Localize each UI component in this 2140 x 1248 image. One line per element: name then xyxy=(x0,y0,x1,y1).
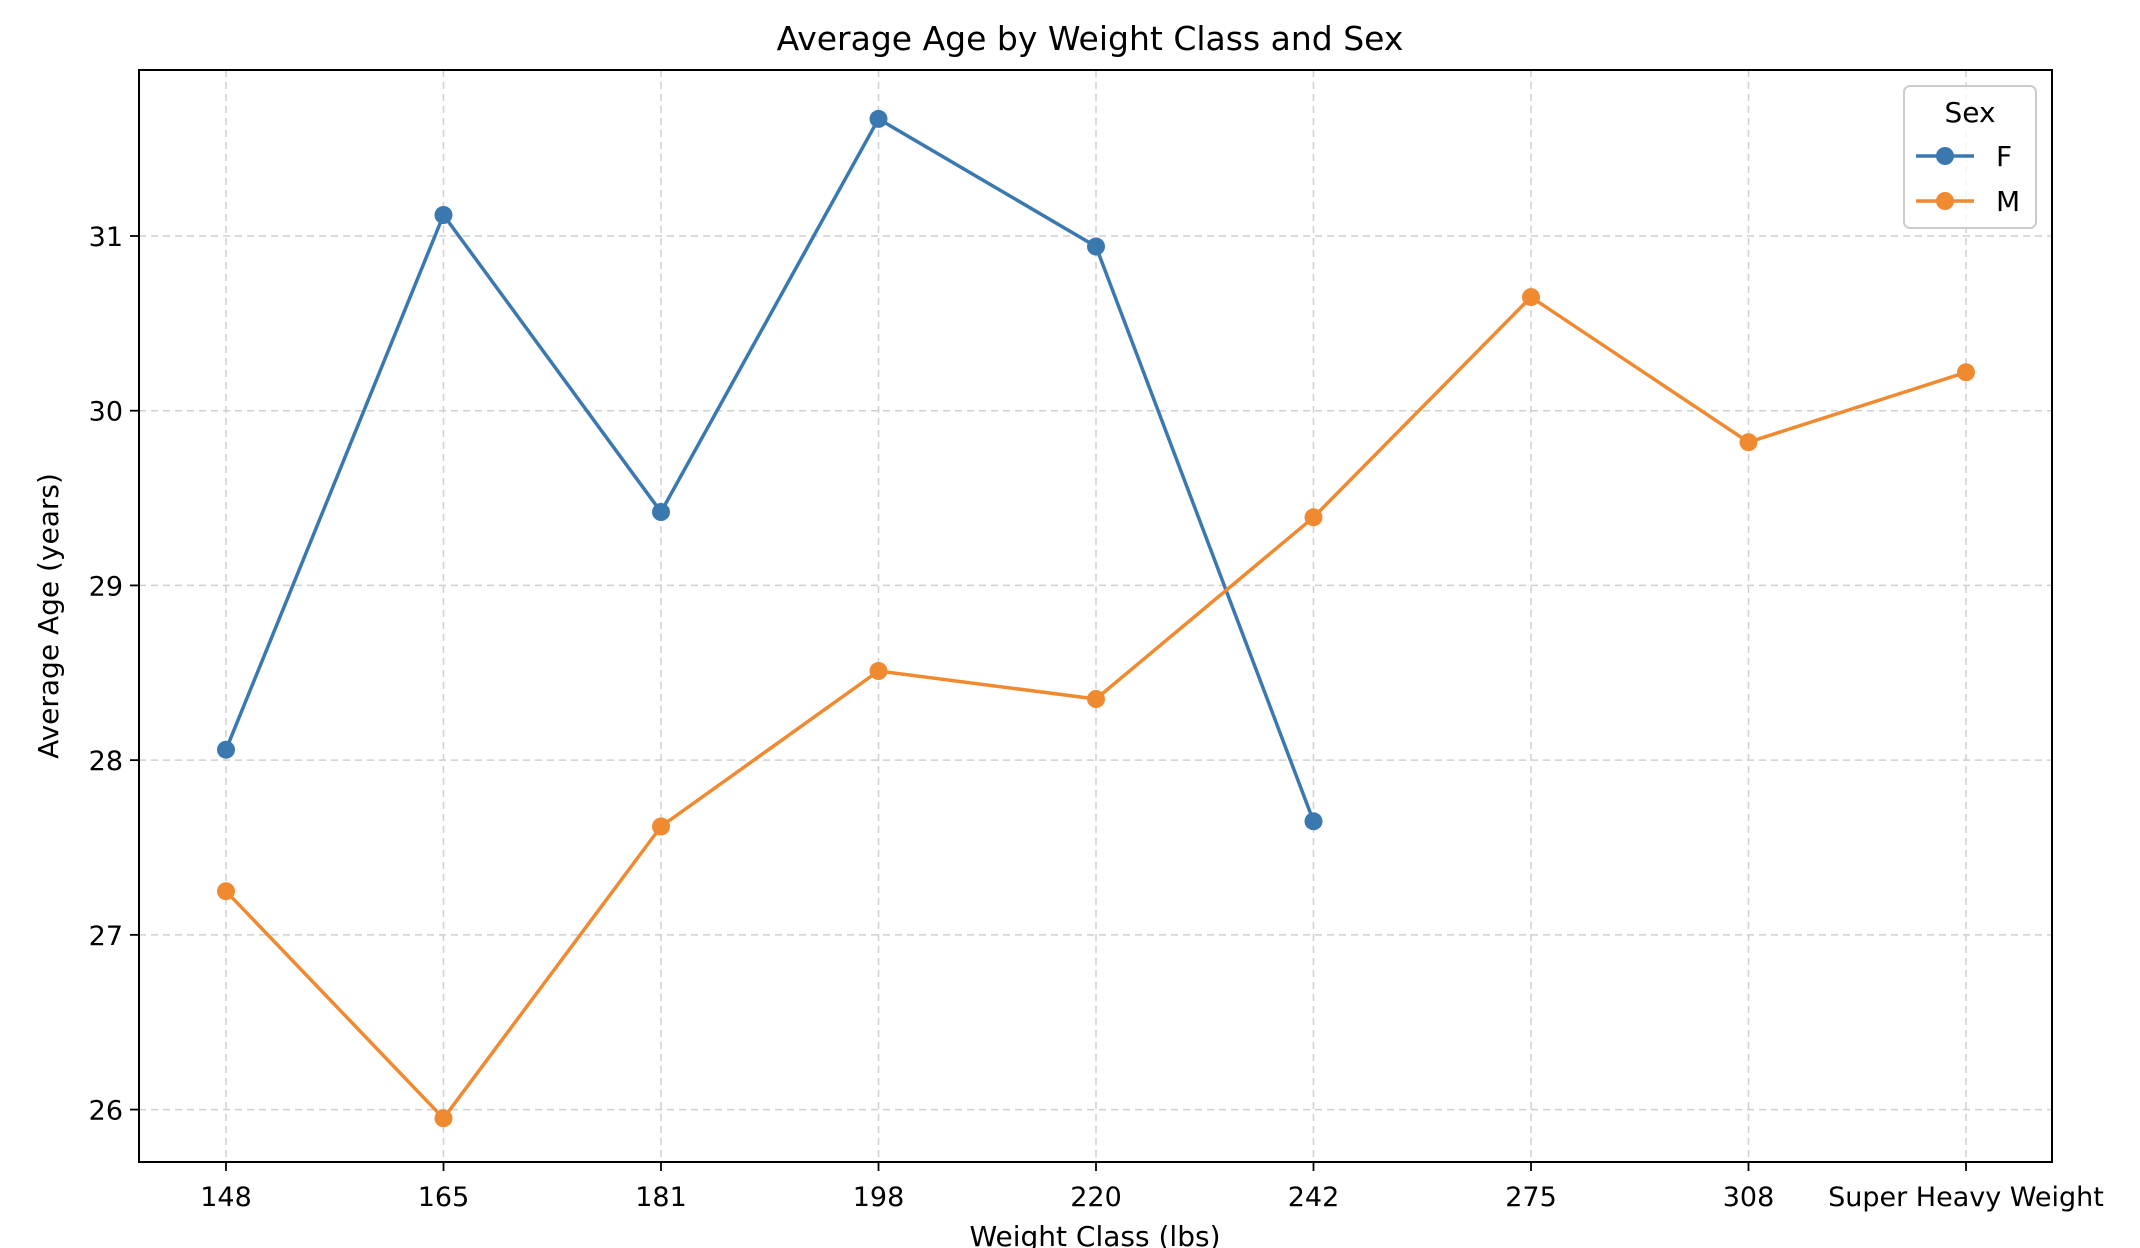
y-tick-label-27: 27 xyxy=(89,921,123,952)
point-f-148 xyxy=(217,740,235,759)
point-f-220 xyxy=(1087,237,1105,256)
point-m-198 xyxy=(869,662,888,680)
chart-title: Average Age by Weight Class and Sex xyxy=(777,19,1404,58)
legend-marker-f xyxy=(1936,147,1954,165)
point-f-198 xyxy=(869,109,888,128)
series-layer xyxy=(217,109,1975,1128)
point-m-242 xyxy=(1304,508,1323,527)
x-tick-label-165: 165 xyxy=(418,1182,470,1213)
point-m-181 xyxy=(652,817,670,836)
y-axis-label: Average Age (years) xyxy=(32,473,65,759)
series-line-f xyxy=(224,117,1316,822)
legend: Sex F M xyxy=(1903,85,2037,229)
point-m-super-heavy-weight xyxy=(1957,363,1975,382)
x-tick-label-275: 275 xyxy=(1505,1182,1557,1213)
y-tick-label-31: 31 xyxy=(89,222,123,253)
point-m-165 xyxy=(434,1109,453,1128)
legend-title: Sex xyxy=(1944,96,1995,129)
legend-entry-f: F xyxy=(1996,140,2012,173)
y-tick-label-26: 26 xyxy=(89,1096,123,1127)
point-m-148 xyxy=(217,882,235,901)
x-tick-label-super-heavy-weight: Super Heavy Weight xyxy=(1828,1182,2104,1213)
point-f-165 xyxy=(434,206,453,224)
point-m-308 xyxy=(1739,433,1758,452)
point-m-220 xyxy=(1087,690,1105,708)
x-tick-label-220: 220 xyxy=(1070,1182,1122,1213)
y-tick-label-29: 29 xyxy=(89,571,123,602)
y-tick-label-28: 28 xyxy=(89,746,123,777)
x-axis-label: Weight Class (lbs) xyxy=(969,1220,1220,1248)
legend-entry-m: M xyxy=(1996,185,2020,218)
x-tick-label-308: 308 xyxy=(1723,1182,1775,1213)
x-axis-ticks: 148 165 181 198 220 242 275 308 Super Heavy Weig… xyxy=(200,1162,2104,1213)
series-f xyxy=(217,109,1323,831)
point-m-275 xyxy=(1522,288,1540,307)
x-tick-label-198: 198 xyxy=(853,1182,905,1213)
y-axis-ticks: 26 27 28 29 30 31 xyxy=(89,222,139,1127)
x-tick-label-242: 242 xyxy=(1288,1182,1340,1213)
legend-marker-m xyxy=(1936,192,1954,210)
point-f-181 xyxy=(652,503,670,521)
x-tick-label-181: 181 xyxy=(635,1182,687,1213)
point-f-242 xyxy=(1304,812,1323,831)
series-m xyxy=(217,288,1975,1128)
x-tick-label-148: 148 xyxy=(200,1182,252,1213)
y-tick-label-30: 30 xyxy=(89,397,123,428)
